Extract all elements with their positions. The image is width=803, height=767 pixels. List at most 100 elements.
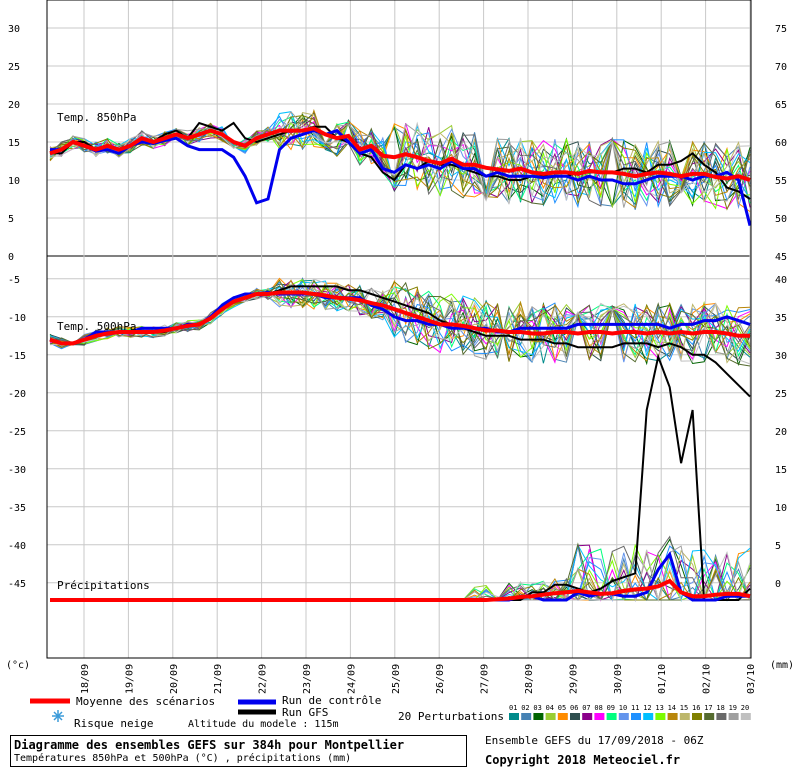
legend-gfs-label: Run GFS: [282, 706, 328, 719]
gfs-850-line: [50, 121, 751, 200]
x-tick-date: 24/09: [346, 664, 357, 694]
perturbation-850-line: [49, 121, 751, 210]
y-tick-left: -25: [8, 427, 26, 438]
x-tick-date: 29/09: [568, 664, 579, 694]
perturbation-500-line: [49, 279, 751, 362]
perturbation-swatch: [679, 713, 690, 720]
y-tick-right: 70: [775, 62, 787, 73]
perturbation-swatch: [521, 713, 532, 720]
y-tick-left: 20: [8, 100, 20, 111]
y-tick-right: 20: [775, 427, 787, 438]
y-tick-right: 35: [775, 313, 787, 324]
perturbation-number: 10: [619, 704, 627, 712]
legend-altitude-label: Altitude du modele : 115m: [188, 719, 339, 730]
y-tick-right: 0: [775, 579, 781, 590]
perturbation-precip-line: [50, 538, 750, 601]
x-tick-date: 20/09: [169, 664, 180, 694]
perturbation-number: 11: [631, 704, 639, 712]
x-tick-date: 01/10: [657, 664, 668, 694]
perturbation-number: 12: [643, 704, 651, 712]
footer-subtitle: Températures 850hPa et 500hPa (°C) , pré…: [14, 753, 352, 764]
perturbation-number: 08: [594, 704, 602, 712]
y-tick-left: -40: [8, 541, 26, 552]
y-tick-right: 45: [775, 252, 787, 263]
perturbation-swatches: 01 02 03 04 05 06 07 08 09 10 11 12 13 14 15 16 17 18 19 20: [509, 704, 751, 720]
perturbation-number: 04: [546, 704, 554, 712]
perturbation-swatch: [704, 713, 715, 720]
perturbation-swatch: [667, 713, 678, 720]
y-tick-left: -35: [8, 503, 26, 514]
y-tick-left: 0: [8, 252, 14, 263]
perturbation-number: 20: [741, 704, 749, 712]
precip-label: Précipitations: [57, 579, 150, 592]
main-series: [49, 121, 752, 602]
perturbation-swatch: [557, 713, 568, 720]
perturbation-number: 01: [509, 704, 517, 712]
x-tick-date: 03/10: [746, 664, 757, 694]
legend: Moyenne des scénarios Run de contrôle Ru…: [30, 694, 751, 730]
left-unit-label: (°c): [6, 660, 30, 671]
y-tick-right: 5: [775, 541, 781, 552]
y-tick-left: -30: [8, 465, 26, 476]
legend-snow-label: Risque neige: [74, 717, 153, 730]
perturbation-swatch: [728, 713, 739, 720]
y-tick-left: -15: [8, 351, 26, 362]
y-tick-right: 15: [775, 465, 787, 476]
legend-control-label: Run de contrôle: [282, 694, 381, 707]
y-tick-right: 25: [775, 389, 787, 400]
y-tick-left: 30: [8, 24, 20, 35]
perturbation-850-line: [49, 120, 751, 207]
perturbation-number: 06: [570, 704, 578, 712]
perturbation-number: 07: [582, 704, 590, 712]
perturbation-swatch: [740, 713, 751, 720]
x-tick-date: 19/09: [124, 664, 135, 694]
y-tick-left: -10: [8, 313, 26, 324]
perturbation-number: 13: [655, 704, 663, 712]
x-tick-date: 21/09: [213, 664, 224, 694]
perturbation-swatch: [606, 713, 617, 720]
y-tick-right: 30: [775, 351, 787, 362]
ensemble-run-label: Ensemble GEFS du 17/09/2018 - 06Z: [485, 734, 704, 747]
y-tick-left: 15: [8, 138, 20, 149]
y-tick-right: 55: [775, 176, 787, 187]
perturbation-swatch: [716, 713, 727, 720]
y-tick-left: -20: [8, 389, 26, 400]
x-tick-date: 30/09: [613, 664, 624, 694]
plot-frame: [46, 0, 752, 659]
perturbation-number: 16: [692, 704, 700, 712]
perturbation-swatch: [533, 713, 544, 720]
y-tick-right: 65: [775, 100, 787, 111]
perturbation-swatch: [545, 713, 556, 720]
legend-perturbations-label: 20 Perturbations: [398, 710, 504, 723]
perturbation-number: 19: [729, 704, 737, 712]
y-tick-left: -45: [8, 579, 26, 590]
perturbation-swatch: [582, 713, 593, 720]
x-tick-date: 02/10: [702, 664, 713, 694]
y-tick-left: 10: [8, 176, 20, 187]
panel-500-label: Temp. 500hPa: [57, 320, 136, 333]
x-tick-date: 25/09: [391, 664, 402, 694]
perturbation-number: 15: [680, 704, 688, 712]
perturbation-number: 02: [521, 704, 529, 712]
y-tick-right: 50: [775, 214, 787, 225]
mean-precip-line: [50, 578, 751, 602]
x-tick-date: 27/09: [480, 664, 491, 694]
perturbation-number: 14: [668, 704, 676, 712]
perturbation-swatch: [570, 713, 580, 720]
perturbation-number: 17: [704, 704, 712, 712]
perturbation-swatch: [594, 713, 605, 720]
y-tick-right: 40: [775, 275, 787, 286]
perturbation-number: 18: [716, 704, 724, 712]
mean-850-line: [49, 126, 751, 182]
perturbation-number: 05: [558, 704, 566, 712]
y-tick-left: 5: [8, 214, 14, 225]
x-tick-date: 28/09: [524, 664, 535, 694]
legend-mean-label: Moyenne des scénarios: [76, 695, 215, 708]
perturbation-swatch: [618, 713, 629, 720]
y-tick-right: 60: [775, 138, 787, 149]
perturbation-swatch: [643, 713, 654, 720]
y-tick-right: 75: [775, 24, 787, 35]
perturbation-swatch: [631, 713, 641, 720]
y-tick-left: 25: [8, 62, 20, 73]
perturbation-swatch: [655, 713, 666, 720]
